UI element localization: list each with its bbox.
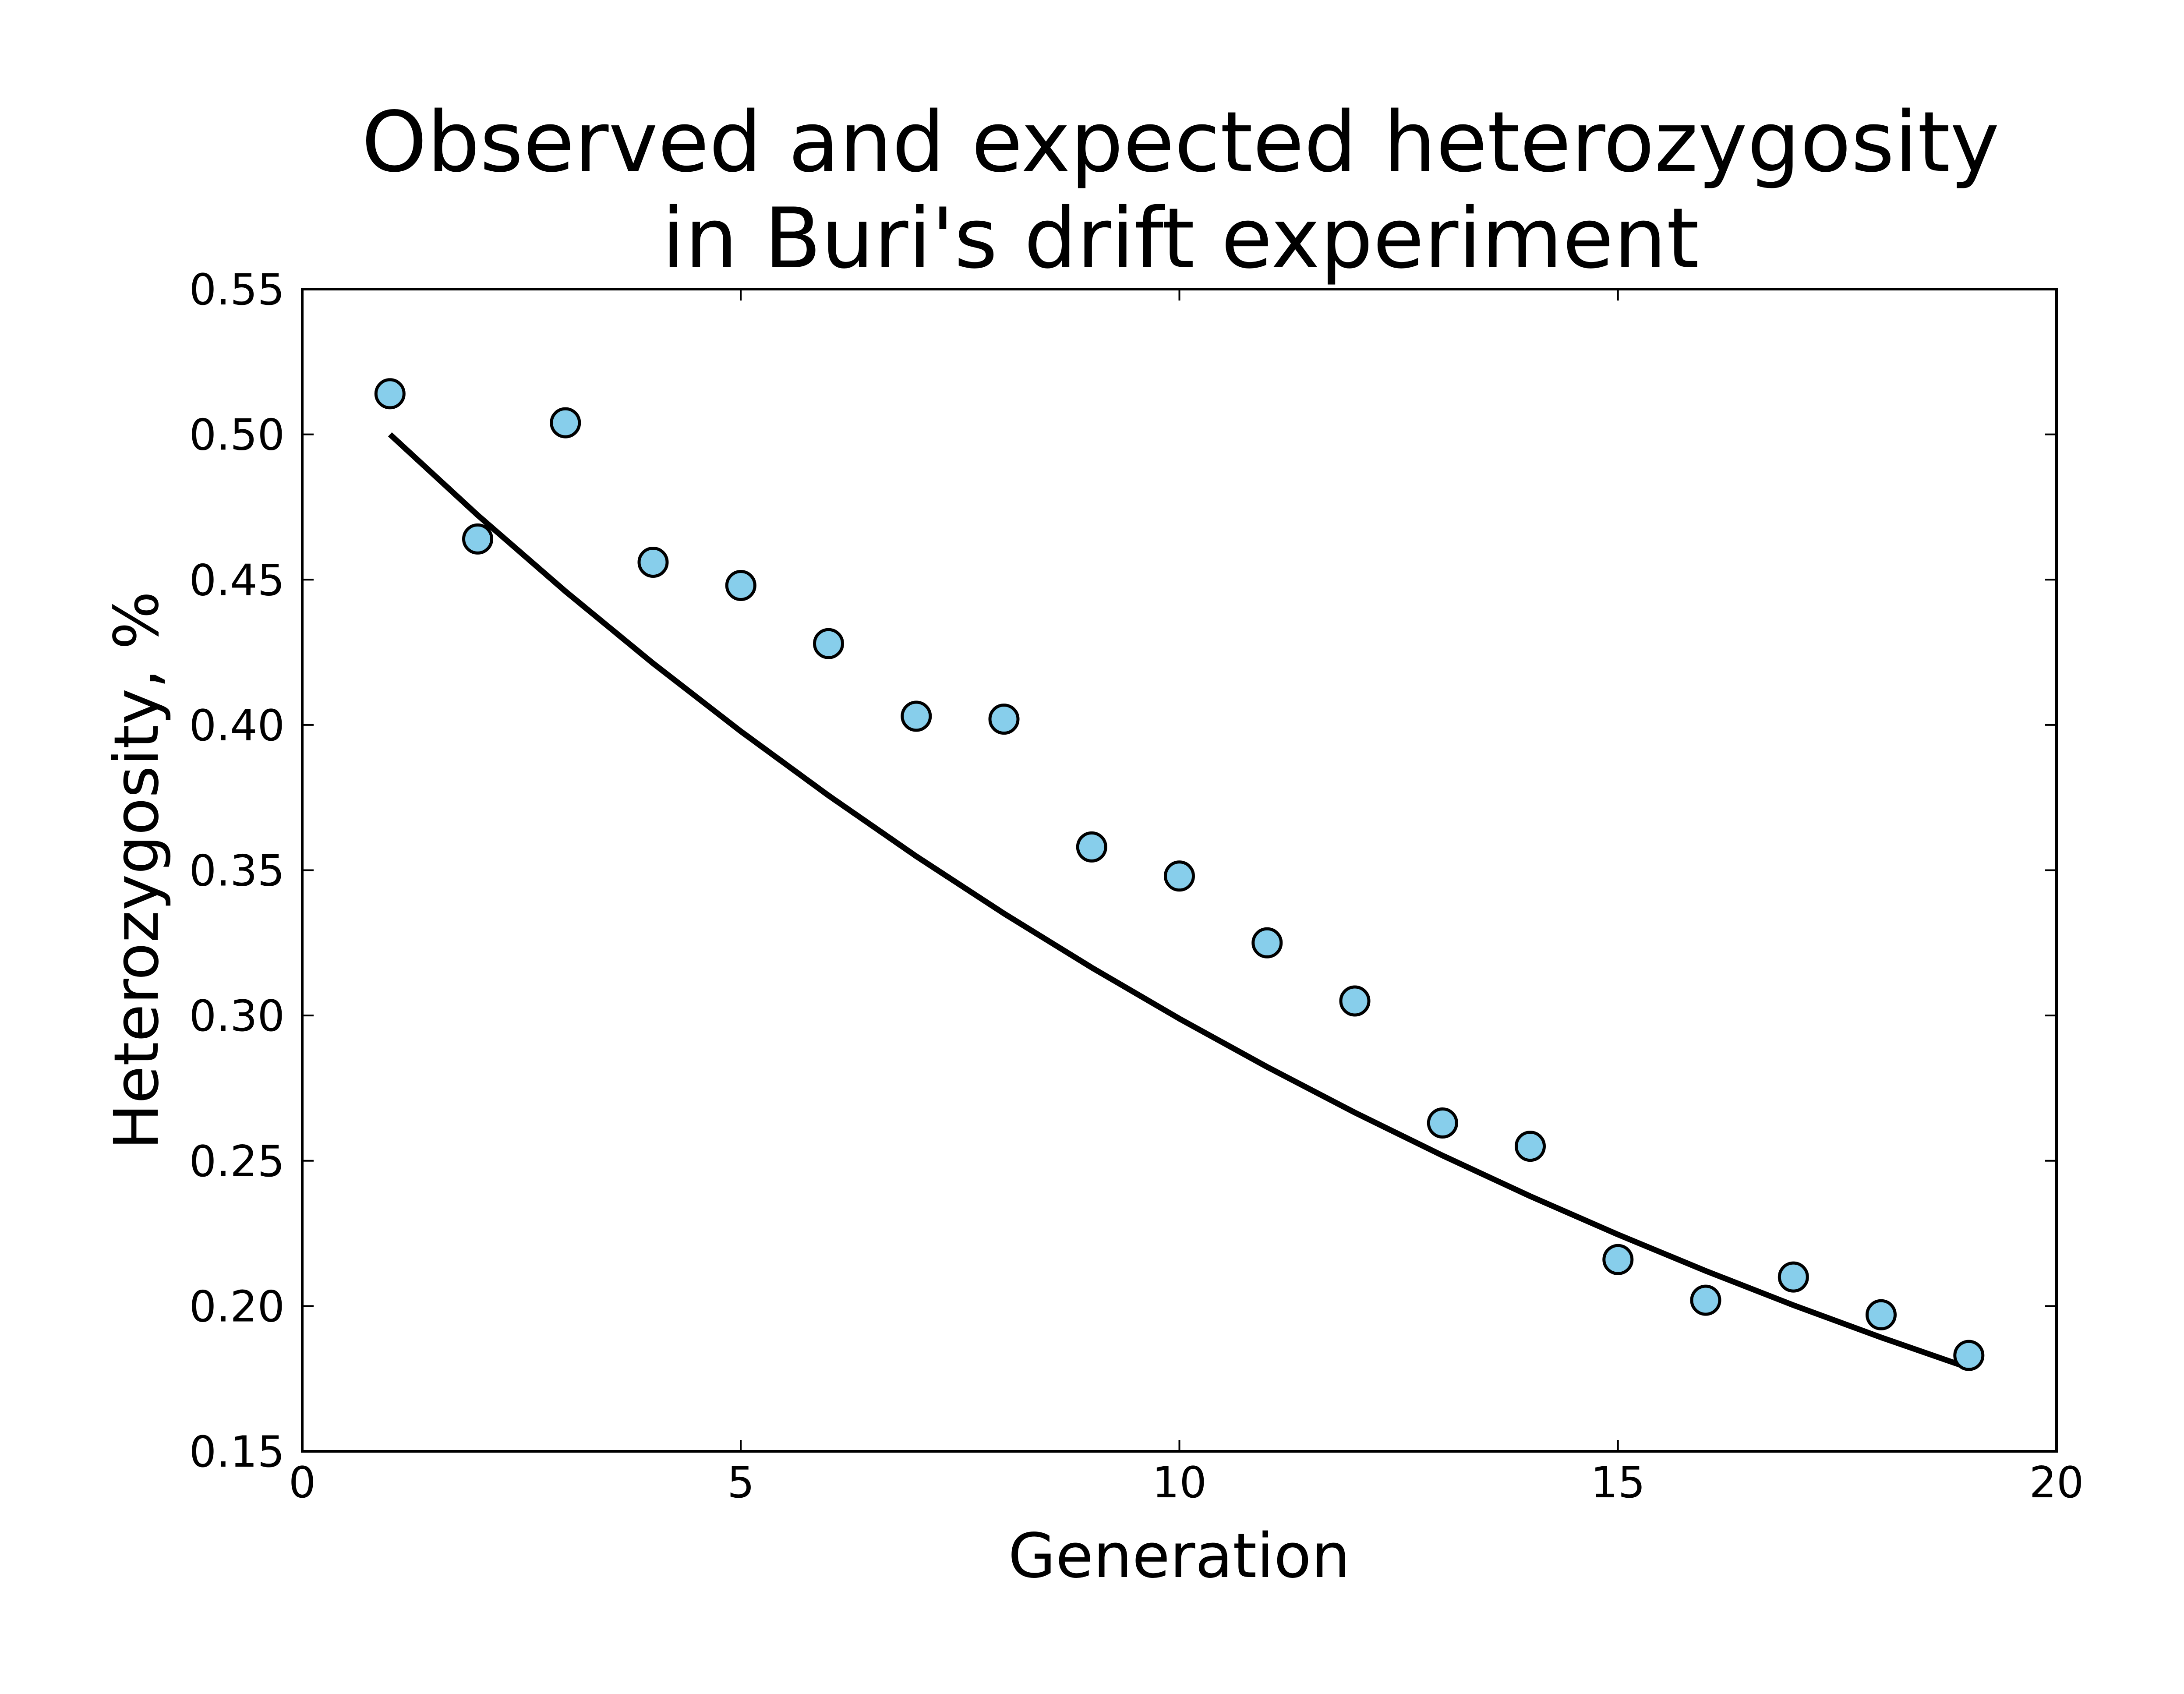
observed-point bbox=[1515, 1131, 1546, 1162]
y-tick-label: 0.20 bbox=[189, 1282, 285, 1332]
x-axis-label: Generation bbox=[1008, 1521, 1350, 1592]
x-tick-label: 10 bbox=[1152, 1458, 1207, 1508]
x-tick-label: 15 bbox=[1590, 1458, 1645, 1508]
observed-point bbox=[1164, 860, 1195, 892]
observed-point bbox=[1690, 1284, 1721, 1316]
chart-title-line-1: Observed and expected heterozygosity bbox=[361, 94, 1999, 191]
observed-point bbox=[1953, 1340, 1985, 1371]
observed-point bbox=[1778, 1261, 1809, 1293]
y-tick-label: 0.40 bbox=[189, 701, 285, 751]
y-tick-label: 0.50 bbox=[189, 410, 285, 460]
x-tick-label: 5 bbox=[727, 1458, 754, 1508]
x-tick-label: 0 bbox=[289, 1458, 316, 1508]
observed-point bbox=[550, 407, 581, 439]
observed-point bbox=[725, 570, 756, 601]
observed-point bbox=[901, 700, 932, 732]
observed-point bbox=[1339, 985, 1371, 1017]
chart-title-line-2: in Buri's drift experiment bbox=[662, 190, 1699, 287]
y-tick-label: 0.25 bbox=[189, 1137, 285, 1187]
axis-ticks: 0 5 10 15 20 0.15 0.20 0.25 0.30 0.35 0.40 0.45 0.50… bbox=[189, 265, 2084, 1508]
x-tick-label: 20 bbox=[2029, 1458, 2084, 1508]
observed-point bbox=[1866, 1299, 1897, 1330]
plot-area bbox=[374, 378, 1985, 1371]
observed-point bbox=[1602, 1244, 1634, 1275]
y-tick-label: 0.45 bbox=[189, 555, 285, 605]
observed-point bbox=[1076, 831, 1107, 863]
y-tick-label: 0.30 bbox=[189, 991, 285, 1041]
y-axis-label: Heterozygosity, % bbox=[101, 591, 173, 1149]
y-tick-label: 0.55 bbox=[189, 265, 285, 315]
observed-point bbox=[988, 704, 1020, 735]
y-tick-label: 0.15 bbox=[189, 1427, 285, 1477]
observed-point bbox=[1427, 1107, 1458, 1139]
y-tick-label: 0.35 bbox=[189, 846, 285, 896]
observed-point bbox=[813, 628, 844, 659]
observed-point bbox=[637, 547, 669, 578]
observed-point bbox=[462, 523, 493, 555]
observed-point bbox=[374, 378, 406, 410]
expected-heterozygosity-line bbox=[388, 432, 1970, 1371]
observed-point bbox=[1251, 927, 1283, 958]
